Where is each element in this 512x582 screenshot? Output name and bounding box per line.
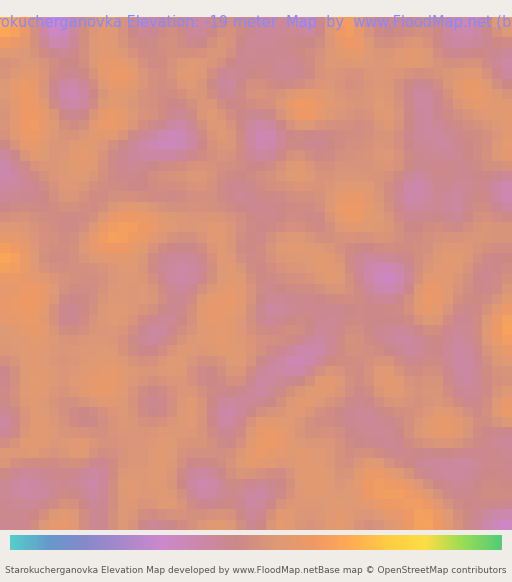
Text: Base map © OpenStreetMap contributors: Base map © OpenStreetMap contributors [318, 566, 507, 575]
Text: Starokucherganovka Elevation Map developed by www.FloodMap.net: Starokucherganovka Elevation Map develop… [5, 566, 318, 575]
Text: Starokucherganovka Elevation: -19 meter  Map  by  www.FloodMap.net (beta): Starokucherganovka Elevation: -19 meter … [0, 15, 512, 30]
